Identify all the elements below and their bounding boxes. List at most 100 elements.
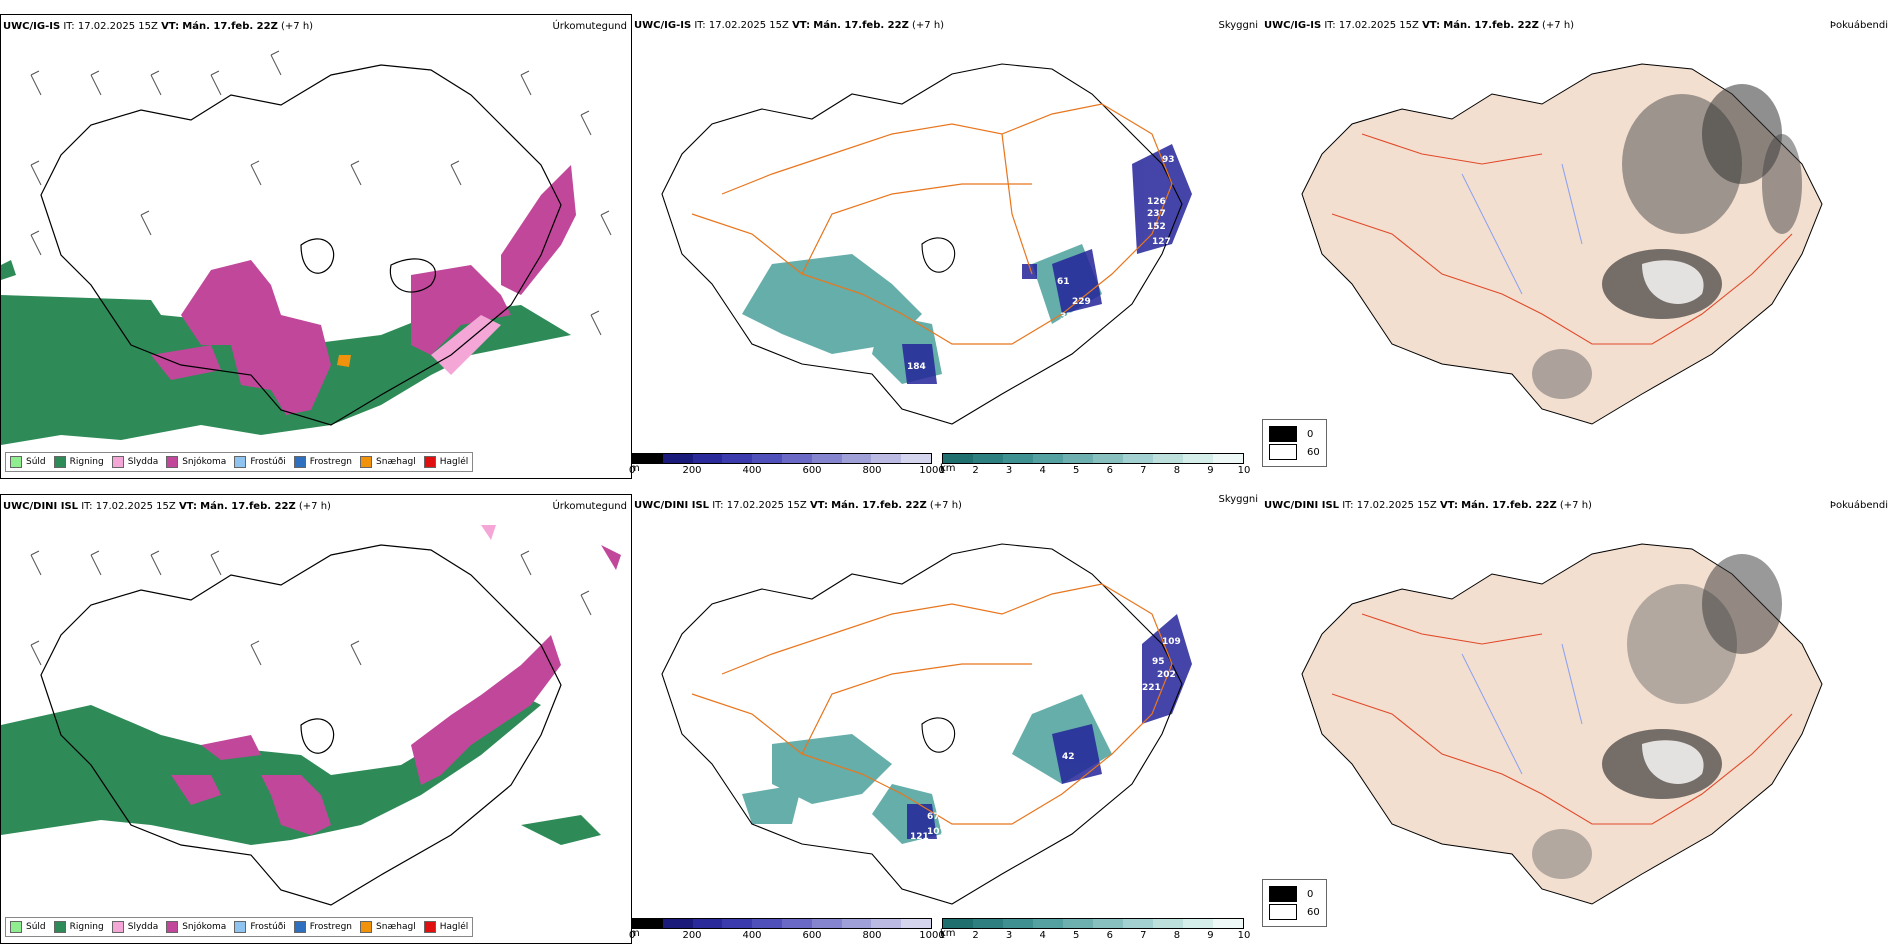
fog-map xyxy=(1301,543,1823,905)
visibility-panel-top: UWC/IG-IS IT: 17.02.2025 15Z VT: Mán. 17… xyxy=(628,14,1262,479)
panel-title: UWC/IG-IS IT: 17.02.2025 15Z VT: Mán. 17… xyxy=(634,20,945,31)
legend-item-snow-pellets: Snæhagl xyxy=(360,456,416,468)
vis-label: 95 xyxy=(1152,657,1165,667)
colorbar-swatch xyxy=(662,454,693,463)
ceiling-ticks: 0 200 400 600 800 1000 xyxy=(628,929,945,941)
vis-label: 61 xyxy=(1057,277,1070,287)
vis-label: 221 xyxy=(1142,683,1161,693)
colorbar-swatch xyxy=(722,919,753,928)
colorbar-tick-label: 1000 xyxy=(919,930,945,941)
panel-title: UWC/DINI ISL IT: 17.02.2025 15Z VT: Mán.… xyxy=(3,501,331,512)
vis-label: 173 xyxy=(922,392,941,402)
colorbar-tick-label: 1000 xyxy=(919,465,945,476)
ceiling-colorbar: m 0 200 400 600 800 1000 xyxy=(628,918,945,942)
visibility-colorbar: km 1 2 3 4 5 6 7 8 9 10 xyxy=(938,918,1250,942)
visibility-colorbar: km 1 2 3 4 5 6 7 8 9 10 xyxy=(938,453,1250,477)
colorbar-tick-label: 8 xyxy=(1173,465,1181,476)
colorbar-swatch xyxy=(692,919,723,928)
colorbar-swatch xyxy=(722,454,753,463)
vis-label: 11 xyxy=(1122,242,1135,252)
legend-item-sleet: Slydda xyxy=(111,921,158,933)
legend-item-freezing-rain: Frostregn xyxy=(293,456,352,468)
panel-variable-title: Skyggni xyxy=(1218,20,1258,31)
colorbar-tick-label: 400 xyxy=(742,930,762,941)
colorbar-tick-label: 600 xyxy=(802,465,822,476)
colorbar-tick-label: 2 xyxy=(972,930,979,941)
colorbar-swatch xyxy=(811,919,842,928)
vis-label: 109 xyxy=(1162,637,1181,647)
colorbar-tick-label: 4 xyxy=(1039,465,1046,476)
colorbar-tick-label: 6 xyxy=(1106,465,1113,476)
legend-item-drizzle: Súld xyxy=(10,456,46,468)
colorbar-swatch xyxy=(901,454,931,463)
snow-field xyxy=(151,165,576,415)
colorbar-swatch xyxy=(1183,454,1213,463)
panel-title: UWC/DINI ISL IT: 17.02.2025 15Z VT: Mán.… xyxy=(634,500,962,511)
legend-item-drizzle: Súld xyxy=(10,921,46,933)
vis-label: 135 xyxy=(1117,705,1136,715)
colorbar-tick-label: 9 xyxy=(1207,465,1214,476)
colorbar-swatch xyxy=(781,919,812,928)
wind-barbs xyxy=(30,50,612,336)
vis-label: 202 xyxy=(1157,670,1176,680)
fog-panel-bottom: UWC/DINI ISL IT: 17.02.2025 15Z VT: Mán.… xyxy=(1262,494,1892,944)
colorbar-swatch xyxy=(1123,454,1153,463)
roads xyxy=(691,103,1173,345)
vis-label: 127 xyxy=(1152,237,1171,247)
legend-item-freezing-drizzle: Frostúði xyxy=(234,456,286,468)
panel-variable-title: Þokuábendi xyxy=(1829,20,1888,31)
colorbar-swatch xyxy=(1153,919,1183,928)
colorbar-tick-label: 1 xyxy=(938,930,946,941)
snow-field xyxy=(171,525,621,835)
legend-item-freezing-drizzle: Frostúði xyxy=(234,921,286,933)
colorbar-tick-label: 600 xyxy=(802,930,822,941)
colorbar-swatch xyxy=(1093,454,1123,463)
panel-title: UWC/IG-IS IT: 17.02.2025 15Z VT: Mán. 17… xyxy=(3,21,314,32)
colorbar-swatch xyxy=(841,454,872,463)
colorbar-tick-label: 400 xyxy=(742,465,762,476)
colorbar-swatch xyxy=(752,454,782,463)
panel-title: UWC/IG-IS IT: 17.02.2025 15Z VT: Mán. 17… xyxy=(1264,20,1575,31)
colorbar-swatch xyxy=(692,454,723,463)
iceland-coastline xyxy=(661,543,1183,905)
colorbar-swatch xyxy=(1183,919,1213,928)
legend-item-hail: Haglél xyxy=(423,921,468,933)
colorbar-tick-label: 10 xyxy=(1237,465,1251,476)
wind-barbs xyxy=(30,550,592,666)
colorbar-tick-label: 6 xyxy=(1106,930,1113,941)
precip-legend: Súld Rigning Slydda Snjókoma Frostúði Fr… xyxy=(5,917,474,937)
vis-label: 126 xyxy=(1147,197,1166,207)
colorbar-tick-label: 0 xyxy=(628,930,636,941)
colorbar-tick-label: 200 xyxy=(682,465,702,476)
legend-item-snow-pellets: Snæhagl xyxy=(360,921,416,933)
visibility-map: 334 121 67 107 42 143 135 95 202 221 109 xyxy=(661,543,1192,905)
colorbar-tick-label: 5 xyxy=(1073,465,1080,476)
iceland-coastline xyxy=(40,544,562,906)
ceiling-ticks: 0 200 400 600 800 1000 xyxy=(628,464,945,476)
colorbar-tick-label: 1 xyxy=(938,465,946,476)
iceland-coastline xyxy=(40,64,562,426)
colorbar-tick-label: 5 xyxy=(1073,930,1080,941)
vis-label: 152 xyxy=(1147,222,1166,232)
visibility-unit: km xyxy=(940,928,956,939)
panel-variable-title: Úrkomutegund xyxy=(552,21,627,32)
visibility-panel-bottom: UWC/DINI ISL IT: 17.02.2025 15Z VT: Mán.… xyxy=(628,494,1262,944)
colorbar-swatch xyxy=(781,454,812,463)
colorbar-swatch xyxy=(1213,454,1243,463)
fog-map xyxy=(1301,63,1823,425)
low-ceiling-blue xyxy=(902,144,1192,384)
colorbar-swatch xyxy=(1093,919,1123,928)
vis-label: 107 xyxy=(927,827,946,837)
colorbar-swatch xyxy=(841,919,872,928)
legend-item-hail: Haglél xyxy=(423,456,468,468)
land-mass xyxy=(1301,543,1823,905)
colorbar-tick-label: 7 xyxy=(1140,930,1147,941)
vis-label: 334 xyxy=(802,812,821,822)
colorbar-swatch xyxy=(943,919,973,928)
colorbar-tick-label: 0 xyxy=(628,465,636,476)
rivers xyxy=(1461,163,1583,295)
legend-item-rain: Rigning xyxy=(53,921,104,933)
colorbar-tick-label: 7 xyxy=(1140,465,1147,476)
legend-item-rain: Rigning xyxy=(53,456,104,468)
colorbar-tick-label: 3 xyxy=(1005,930,1013,941)
